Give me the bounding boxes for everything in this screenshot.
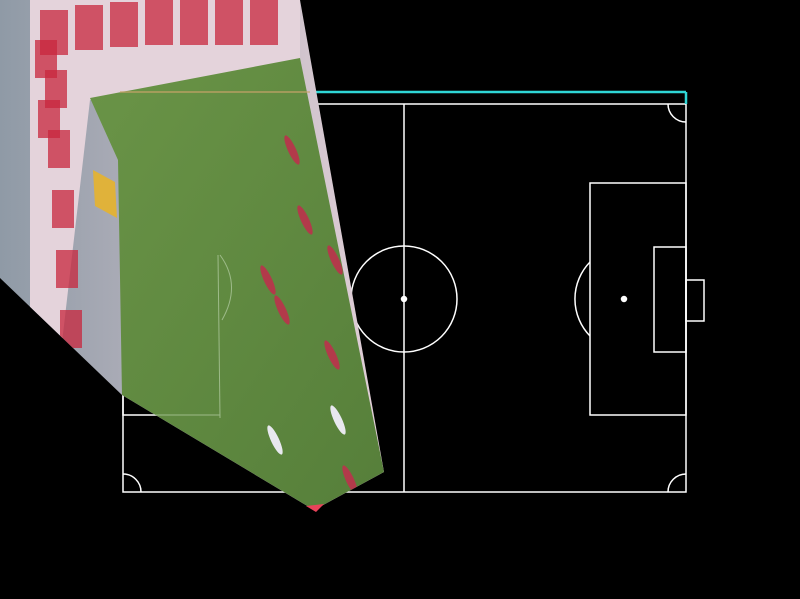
ad-block [48,130,70,168]
player-blob [330,405,346,435]
player-blob [324,340,340,370]
player-blob [284,135,300,165]
right-penalty-spot [620,295,628,303]
ad-block [250,0,278,45]
ad-block [35,40,57,78]
corner-arc-top-right [667,103,687,123]
player-blob [260,265,276,295]
right-penalty-area [589,182,687,416]
center-spot [400,295,408,303]
corner-arc-bottom-left [122,473,142,493]
ad-blocks [35,0,278,348]
ad-board-strip [30,0,300,360]
ad-block [60,310,82,348]
ad-block [180,0,208,45]
corner-marker [306,504,324,512]
players [260,135,358,495]
frame-edge-highlight [120,91,324,512]
player-blob [267,425,283,455]
ad-block [56,250,78,288]
player-blob [327,245,343,275]
ad-block [45,70,67,108]
ad-block [38,100,60,138]
ad-block [52,190,74,228]
ad-block [215,0,243,45]
player-blob [342,465,358,495]
ad-block [145,0,173,45]
right-goal-area [653,246,687,353]
yellow-board [93,170,117,218]
corner-arc-bottom-right [667,473,687,493]
right-penalty-arc [574,261,591,337]
right-goal [685,279,705,322]
ad-block [75,5,103,50]
player-blob [274,295,290,325]
grass-area [90,58,384,510]
ad-block [110,2,138,47]
warped-broadcast-frame [0,0,384,510]
player-blob [297,205,313,235]
